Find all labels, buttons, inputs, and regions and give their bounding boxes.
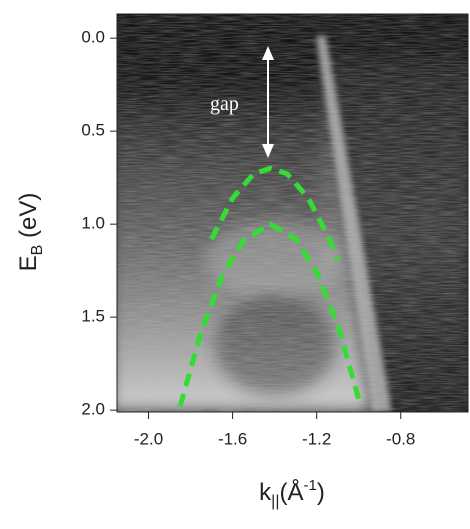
x-label-sup: -1: [303, 477, 316, 494]
y-axis-label: EB (eV): [15, 193, 46, 272]
arpes-image: [117, 14, 468, 412]
y-label-rest: (eV): [15, 193, 42, 245]
plot-frame: [116, 13, 469, 413]
band-fit-line: [177, 221, 364, 408]
y-tick-label: 0.5: [81, 121, 105, 140]
x-tick-label: -1.6: [218, 429, 247, 448]
y-tick-label: 2.0: [81, 400, 105, 419]
y-tick-label: 1.0: [81, 214, 105, 233]
annotation: gap: [210, 93, 239, 115]
y-label-sub: B: [29, 245, 46, 256]
x-label-open: (Å: [279, 478, 303, 506]
band-fit-line: [209, 165, 341, 261]
y-tick-label: 1.5: [81, 307, 105, 326]
x-label-close: ): [317, 479, 325, 506]
x-tick-label: -0.8: [386, 429, 415, 448]
x-axis-label: k||(Å-1): [259, 477, 325, 510]
y-tick-label: 0.0: [81, 28, 105, 47]
x-tick-label: -1.2: [302, 429, 331, 448]
x-label-main: k: [259, 479, 272, 506]
x-label-sub: ||: [271, 493, 279, 510]
gap-arrow: [262, 46, 274, 158]
x-tick-label: -2.0: [134, 429, 163, 448]
y-label-main: E: [15, 255, 42, 271]
